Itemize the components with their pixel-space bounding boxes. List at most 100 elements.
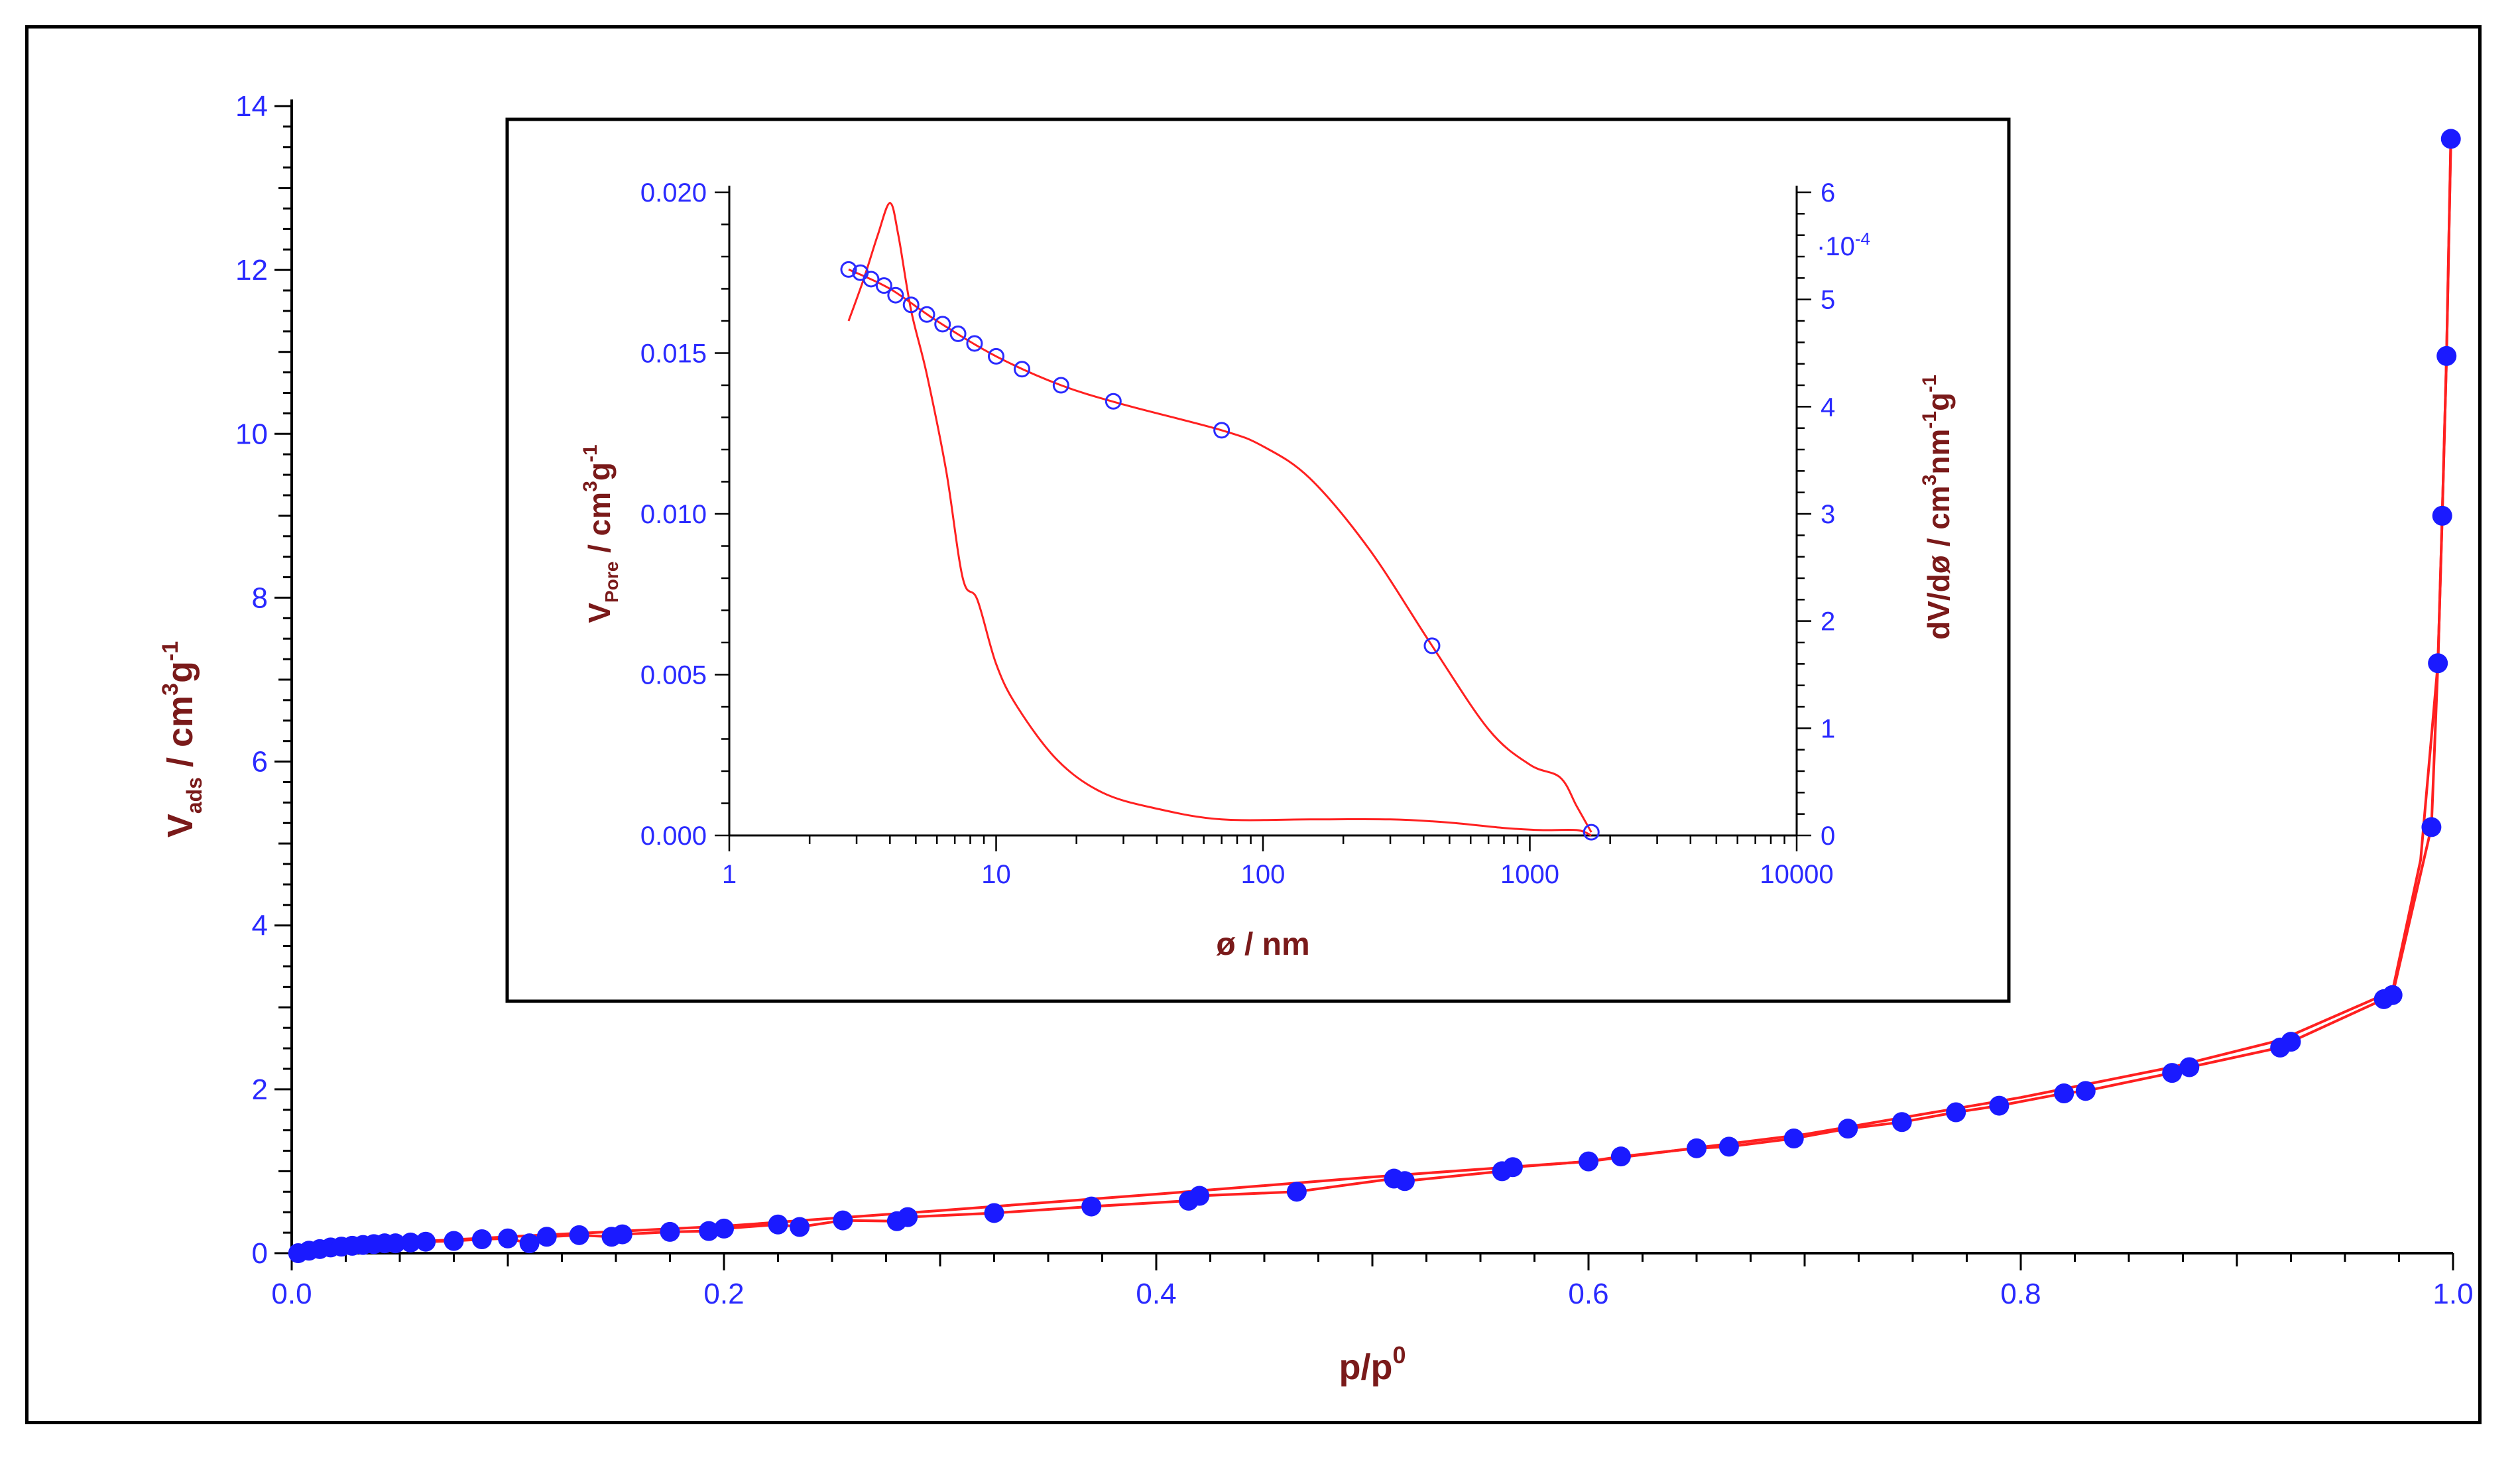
inset-data-point — [1423, 637, 1441, 654]
main-data-point — [898, 1207, 918, 1227]
main-data-point — [385, 1233, 406, 1254]
inset-data-point — [1583, 824, 1600, 841]
inset-left-y-axis-title: VPore / cm3g-1 — [579, 444, 622, 623]
inset-data-point — [934, 316, 951, 333]
main-data-point — [1838, 1119, 1858, 1139]
main-data-point — [519, 1233, 540, 1254]
main-data-point — [2179, 1057, 2200, 1077]
main-y-tick-label: 8 — [252, 581, 268, 614]
inset-data-point — [918, 306, 935, 323]
inset-plot: 1 10 100 1000 100000.0000.0050.0100.0150.020… — [505, 117, 2011, 1003]
main-y-tick-label: 10 — [235, 418, 268, 450]
main-data-point — [714, 1218, 734, 1239]
main-data-point — [1946, 1102, 1966, 1123]
inset-frame — [505, 117, 2011, 1003]
inset-data-points — [840, 261, 1600, 841]
inset-x-tick-label: 100 — [1241, 860, 1286, 889]
inset-data-point — [863, 271, 880, 288]
inset-data-point — [949, 325, 967, 342]
main-x-axis-title: p/p0 — [1339, 1341, 1406, 1387]
main-x-tick-label: 0.6 — [1568, 1278, 1608, 1310]
main-data-point — [471, 1229, 492, 1249]
main-data-point — [444, 1231, 464, 1251]
inset-right-y-tick-label: 6 — [1821, 178, 1835, 208]
main-data-point — [1687, 1138, 1707, 1158]
main-data-point — [612, 1224, 632, 1245]
inset-data-point — [988, 347, 1004, 365]
inset-right-y-tick-label: 2 — [1821, 607, 1835, 637]
main-data-point — [2428, 653, 2448, 674]
main-data-point — [1610, 1146, 1631, 1167]
main-x-tick-label: 0.0 — [271, 1278, 312, 1310]
inset-x-axis-title: ø / nm — [1216, 927, 1309, 962]
main-data-point — [1989, 1095, 2010, 1116]
inset-right-y-tick-label: 3 — [1821, 500, 1835, 529]
main-data-point — [1502, 1157, 1523, 1178]
main-data-points — [288, 129, 2461, 1263]
inset-x-tick-label: 1000 — [1500, 860, 1559, 889]
main-data-point — [1081, 1196, 1102, 1217]
main-data-point — [2281, 1032, 2301, 1052]
inset-data-point — [902, 296, 920, 314]
inset-right-multiplier: ·10-4 — [1817, 229, 1870, 261]
inset-x-tick-label: 10 — [981, 860, 1011, 889]
inset-left-y-tick-label: 0.010 — [640, 500, 707, 529]
main-desorption-line — [313, 139, 2452, 1251]
main-data-point — [984, 1203, 1004, 1223]
main-data-point — [660, 1221, 680, 1242]
main-data-point — [2436, 345, 2457, 366]
inset-data-point — [887, 286, 904, 304]
main-y-tick-label: 14 — [235, 90, 268, 123]
main-data-point — [400, 1232, 421, 1253]
inset-left-y-tick-label: 0.000 — [640, 822, 707, 851]
inset-data-point — [1052, 377, 1069, 394]
main-data-point — [790, 1217, 810, 1237]
inset-axes: 1 10 100 1000 100000.0000.0050.0100.0150.020… — [640, 178, 1835, 889]
inset-right-y-tick-label: 4 — [1821, 393, 1835, 422]
inset-data-point — [875, 277, 892, 294]
inset-left-y-tick-label: 0.005 — [640, 661, 707, 690]
main-data-point — [2075, 1081, 2096, 1101]
inset-data-point — [1213, 422, 1230, 439]
main-data-point — [1189, 1186, 1210, 1206]
inset-distribution-curve — [847, 202, 1592, 837]
main-data-point — [2162, 1063, 2183, 1083]
main-data-point — [498, 1228, 518, 1249]
main-data-point — [2432, 505, 2452, 526]
main-data-point — [2382, 985, 2403, 1005]
main-data-point — [2054, 1083, 2074, 1104]
main-data-point — [569, 1225, 589, 1245]
main-y-tick-label: 4 — [252, 910, 268, 942]
main-y-tick-label: 6 — [252, 746, 268, 778]
main-x-tick-label: 0.2 — [703, 1278, 744, 1310]
main-y-axis-title: Vads / cm3g-1 — [158, 641, 206, 837]
inset-data-point — [966, 335, 983, 352]
inset-x-tick-label: 10000 — [1760, 860, 1833, 889]
inset-right-y-tick-label: 0 — [1821, 822, 1835, 851]
main-x-tick-label: 0.8 — [2000, 1278, 2041, 1310]
inset-series-lines — [847, 202, 1592, 837]
inset-right-y-axis-title: dV/dø / cm3nm-1g-1 — [1919, 375, 1956, 640]
main-data-point — [1718, 1136, 1739, 1157]
inset-left-y-tick-label: 0.015 — [640, 339, 707, 369]
main-y-tick-label: 0 — [252, 1237, 268, 1270]
inset-right-y-tick-label: 5 — [1821, 286, 1835, 315]
main-x-tick-label: 0.4 — [1136, 1278, 1176, 1310]
main-x-tick-label: 1.0 — [2432, 1278, 2473, 1310]
inset-cumulative-curve — [848, 269, 1592, 833]
main-data-point — [1783, 1129, 1804, 1148]
main-data-point — [416, 1231, 436, 1252]
main-data-point — [699, 1221, 719, 1241]
main-data-point — [833, 1210, 853, 1231]
figure-frame — [25, 25, 2482, 1424]
main-data-point — [1286, 1182, 1307, 1202]
main-y-tick-label: 12 — [235, 254, 268, 286]
inset-data-point — [840, 261, 857, 278]
inset-data-point — [1014, 361, 1031, 378]
main-data-point — [768, 1214, 788, 1235]
inset-right-y-tick-label: 1 — [1821, 714, 1835, 743]
main-y-tick-label: 2 — [252, 1073, 268, 1106]
